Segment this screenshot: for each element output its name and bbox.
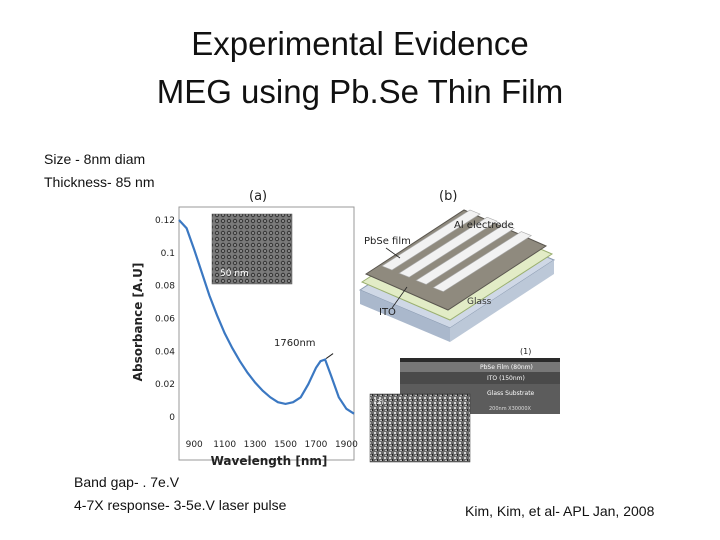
x-axis-label: Wavelength [nm] xyxy=(211,454,328,468)
glass-label: Glass xyxy=(467,297,492,307)
note-band-gap: Band gap- . 7e.V xyxy=(74,474,180,490)
glass-layer-front xyxy=(360,290,450,342)
slide-title-line2: MEG using Pb.Se Thin Film xyxy=(156,73,564,110)
peak-label: 1760nm xyxy=(274,338,316,349)
tem-inset-image xyxy=(211,213,293,285)
y-tick-label: 0.1 xyxy=(161,249,175,259)
y-tick-label: 0 xyxy=(169,413,175,423)
x-tick-label: 900 xyxy=(186,440,203,450)
sem-layer-glass: Glass Substrate xyxy=(487,390,535,397)
pbse-film-label: PbSe film xyxy=(364,236,411,247)
sem-panel-label: (1) xyxy=(520,347,531,356)
x-tick-label: 1900 xyxy=(335,440,358,450)
y-ticks: 0.12 0.1 0.08 0.06 0.04 0.02 0 xyxy=(155,216,175,423)
sem-plan-view-image xyxy=(369,393,471,463)
y-tick-label: 0.02 xyxy=(155,380,175,390)
peak-arrow xyxy=(325,353,334,359)
x-tick-label: 1100 xyxy=(213,440,236,450)
y-tick-label: 0.04 xyxy=(155,347,175,357)
sem-layer-ito: ITO (150nm) xyxy=(487,375,525,382)
sem-layer-pbse: PbSe Film (80nm) xyxy=(480,364,533,371)
plan-panel-label: (2) xyxy=(374,398,384,406)
ito-label: ITO xyxy=(379,307,396,318)
panel-a-label: (a) xyxy=(249,189,267,204)
note-response: 4-7X response- 3-5e.V laser pulse xyxy=(74,497,287,513)
sem-scale-label: 200nm X30000X xyxy=(489,406,532,412)
al-electrodes xyxy=(381,209,532,292)
al-electrode-stripe xyxy=(415,224,515,285)
x-ticks: 900 1100 1300 1500 1700 1900 xyxy=(186,440,358,450)
al-electrode-stripe xyxy=(432,231,532,292)
x-tick-label: 1300 xyxy=(244,440,267,450)
citation: Kim, Kim, et al- APL Jan, 2008 xyxy=(465,503,655,519)
y-tick-label: 0.08 xyxy=(155,282,175,292)
y-tick-label: 0.06 xyxy=(155,315,175,325)
note-thickness: Thickness- 85 nm xyxy=(44,174,155,190)
plot-frame xyxy=(178,206,355,461)
absorbance-curve xyxy=(178,219,355,415)
al-electrode-stripe xyxy=(381,209,481,271)
y-axis-label: Absorbance [A.U] xyxy=(131,263,145,382)
al-electrode-stripe xyxy=(398,216,498,278)
al-electrode-label: Al electrode xyxy=(454,220,514,231)
x-tick-label: 1700 xyxy=(305,440,328,450)
y-tick-label: 0.12 xyxy=(155,216,175,226)
slide-title-line1: Experimental Evidence xyxy=(191,25,529,62)
note-size: Size - 8nm diam xyxy=(44,151,146,167)
panel-b-label: (b) xyxy=(439,189,457,204)
tem-scale-label: 50 nm xyxy=(220,269,249,279)
glass-layer-side xyxy=(450,260,554,342)
panel-a: (a) Absorbance [A.U] Wavelength [nm] 0.1… xyxy=(131,189,358,468)
x-tick-label: 1500 xyxy=(274,440,297,450)
panel-b: (b) Al electrode PbSe film ITO Glass (1)… xyxy=(358,189,560,463)
figure: (a) Absorbance [A.U] Wavelength [nm] 0.1… xyxy=(131,189,560,468)
